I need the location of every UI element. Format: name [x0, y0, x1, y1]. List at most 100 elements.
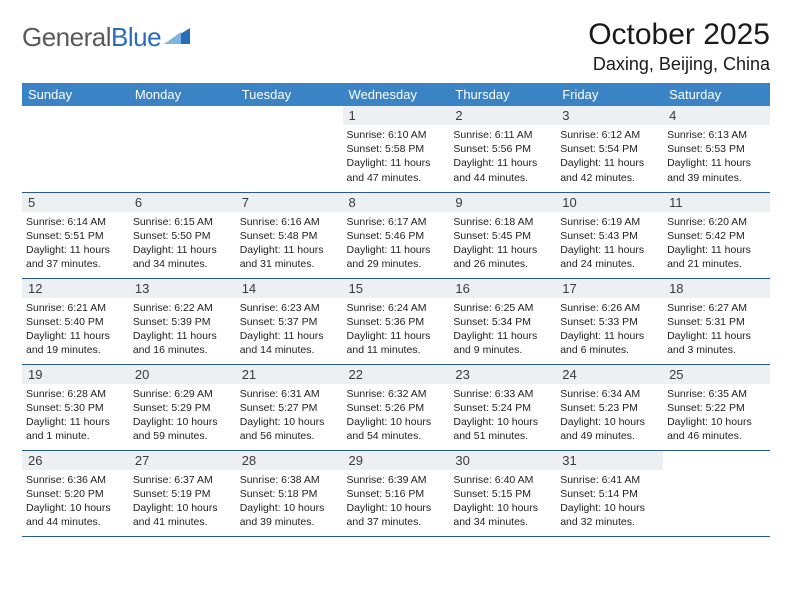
day-number: 11 — [663, 193, 770, 212]
day-number: 27 — [129, 451, 236, 470]
sunrise-line: Sunrise: 6:25 AM — [453, 301, 552, 315]
sunrise-line: Sunrise: 6:38 AM — [240, 473, 339, 487]
daylight-line: Daylight: 10 hours and 51 minutes. — [453, 415, 552, 443]
week-row: 12Sunrise: 6:21 AMSunset: 5:40 PMDayligh… — [22, 278, 770, 364]
weekday-header: Wednesday — [343, 83, 450, 106]
daylight-line: Daylight: 11 hours and 31 minutes. — [240, 243, 339, 271]
sunrise-line: Sunrise: 6:17 AM — [347, 215, 446, 229]
daylight-line: Daylight: 10 hours and 54 minutes. — [347, 415, 446, 443]
daylight-line: Daylight: 10 hours and 56 minutes. — [240, 415, 339, 443]
daylight-line: Daylight: 11 hours and 44 minutes. — [453, 156, 552, 184]
day-number: 9 — [449, 193, 556, 212]
sunset-line: Sunset: 5:15 PM — [453, 487, 552, 501]
daylight-line: Daylight: 11 hours and 6 minutes. — [560, 329, 659, 357]
day-number: 3 — [556, 106, 663, 125]
sunset-line: Sunset: 5:50 PM — [133, 229, 232, 243]
sunrise-line: Sunrise: 6:39 AM — [347, 473, 446, 487]
day-number: 28 — [236, 451, 343, 470]
sunrise-line: Sunrise: 6:19 AM — [560, 215, 659, 229]
brand-triangle-icon — [164, 26, 190, 49]
day-cell: 1Sunrise: 6:10 AMSunset: 5:58 PMDaylight… — [343, 106, 450, 192]
day-cell: 16Sunrise: 6:25 AMSunset: 5:34 PMDayligh… — [449, 278, 556, 364]
title-block: October 2025 Daxing, Beijing, China — [588, 18, 770, 75]
sunset-line: Sunset: 5:46 PM — [347, 229, 446, 243]
day-cell — [663, 450, 770, 536]
sun-data: Sunrise: 6:22 AMSunset: 5:39 PMDaylight:… — [133, 301, 232, 358]
day-number: 2 — [449, 106, 556, 125]
sunrise-line: Sunrise: 6:35 AM — [667, 387, 766, 401]
day-number: 31 — [556, 451, 663, 470]
day-number: 19 — [22, 365, 129, 384]
day-number: 16 — [449, 279, 556, 298]
daylight-line: Daylight: 10 hours and 34 minutes. — [453, 501, 552, 529]
sunrise-line: Sunrise: 6:40 AM — [453, 473, 552, 487]
day-cell: 11Sunrise: 6:20 AMSunset: 5:42 PMDayligh… — [663, 192, 770, 278]
weekday-header-row: Sunday Monday Tuesday Wednesday Thursday… — [22, 83, 770, 106]
day-number: 7 — [236, 193, 343, 212]
brand-name-gray: General — [22, 22, 111, 52]
brand-name-blue: Blue — [111, 22, 161, 52]
location-label: Daxing, Beijing, China — [588, 54, 770, 75]
daylight-line: Daylight: 11 hours and 16 minutes. — [133, 329, 232, 357]
sunset-line: Sunset: 5:36 PM — [347, 315, 446, 329]
sun-data: Sunrise: 6:11 AMSunset: 5:56 PMDaylight:… — [453, 128, 552, 185]
day-number: 22 — [343, 365, 450, 384]
sun-data: Sunrise: 6:41 AMSunset: 5:14 PMDaylight:… — [560, 473, 659, 530]
sunset-line: Sunset: 5:48 PM — [240, 229, 339, 243]
weekday-header: Thursday — [449, 83, 556, 106]
daylight-line: Daylight: 10 hours and 44 minutes. — [26, 501, 125, 529]
sunrise-line: Sunrise: 6:36 AM — [26, 473, 125, 487]
day-cell: 18Sunrise: 6:27 AMSunset: 5:31 PMDayligh… — [663, 278, 770, 364]
sun-data: Sunrise: 6:17 AMSunset: 5:46 PMDaylight:… — [347, 215, 446, 272]
sun-data: Sunrise: 6:39 AMSunset: 5:16 PMDaylight:… — [347, 473, 446, 530]
sunrise-line: Sunrise: 6:22 AM — [133, 301, 232, 315]
day-number: 24 — [556, 365, 663, 384]
day-cell — [236, 106, 343, 192]
daylight-line: Daylight: 11 hours and 14 minutes. — [240, 329, 339, 357]
month-title: October 2025 — [588, 18, 770, 52]
sun-data: Sunrise: 6:15 AMSunset: 5:50 PMDaylight:… — [133, 215, 232, 272]
day-number — [663, 451, 770, 470]
sunrise-line: Sunrise: 6:34 AM — [560, 387, 659, 401]
day-number: 17 — [556, 279, 663, 298]
day-cell: 24 Sunrise: 6:34 AMSunset: 5:23 PMDayligh… — [556, 364, 663, 450]
sun-data: Sunrise: 6:29 AMSunset: 5:29 PMDaylight:… — [133, 387, 232, 444]
day-number: 20 — [129, 365, 236, 384]
day-number: 26 — [22, 451, 129, 470]
day-number — [236, 106, 343, 125]
day-cell: 10Sunrise: 6:19 AMSunset: 5:43 PMDayligh… — [556, 192, 663, 278]
sun-data: Sunrise: 6:38 AMSunset: 5:18 PMDaylight:… — [240, 473, 339, 530]
sunset-line: Sunset: 5:22 PM — [667, 401, 766, 415]
sunset-line: Sunset: 5:56 PM — [453, 142, 552, 156]
sun-data: Sunrise: 6:16 AMSunset: 5:48 PMDaylight:… — [240, 215, 339, 272]
day-cell: 25Sunrise: 6:35 AMSunset: 5:22 PMDayligh… — [663, 364, 770, 450]
daylight-line: Daylight: 11 hours and 21 minutes. — [667, 243, 766, 271]
day-cell: 21Sunrise: 6:31 AMSunset: 5:27 PMDayligh… — [236, 364, 343, 450]
daylight-line: Daylight: 10 hours and 49 minutes. — [560, 415, 659, 443]
day-cell: 14Sunrise: 6:23 AMSunset: 5:37 PMDayligh… — [236, 278, 343, 364]
sunset-line: Sunset: 5:54 PM — [560, 142, 659, 156]
sun-data: Sunrise: 6:34 AMSunset: 5:23 PMDaylight:… — [560, 387, 659, 444]
daylight-line: Daylight: 11 hours and 24 minutes. — [560, 243, 659, 271]
week-row: 1Sunrise: 6:10 AMSunset: 5:58 PMDaylight… — [22, 106, 770, 192]
day-cell: 19Sunrise: 6:28 AMSunset: 5:30 PMDayligh… — [22, 364, 129, 450]
day-number — [22, 106, 129, 125]
daylight-line: Daylight: 11 hours and 39 minutes. — [667, 156, 766, 184]
weekday-header: Saturday — [663, 83, 770, 106]
day-cell: 4Sunrise: 6:13 AMSunset: 5:53 PMDaylight… — [663, 106, 770, 192]
sunset-line: Sunset: 5:23 PM — [560, 401, 659, 415]
day-cell: 23Sunrise: 6:33 AMSunset: 5:24 PMDayligh… — [449, 364, 556, 450]
sunrise-line: Sunrise: 6:14 AM — [26, 215, 125, 229]
calendar-table: Sunday Monday Tuesday Wednesday Thursday… — [22, 83, 770, 537]
day-number: 8 — [343, 193, 450, 212]
weekday-header: Sunday — [22, 83, 129, 106]
sun-data: Sunrise: 6:26 AMSunset: 5:33 PMDaylight:… — [560, 301, 659, 358]
day-cell: 29Sunrise: 6:39 AMSunset: 5:16 PMDayligh… — [343, 450, 450, 536]
sunrise-line: Sunrise: 6:12 AM — [560, 128, 659, 142]
day-cell: 2 Sunrise: 6:11 AMSunset: 5:56 PMDaylight… — [449, 106, 556, 192]
day-cell: 27Sunrise: 6:37 AMSunset: 5:19 PMDayligh… — [129, 450, 236, 536]
day-number — [129, 106, 236, 125]
sunrise-line: Sunrise: 6:20 AM — [667, 215, 766, 229]
sunset-line: Sunset: 5:37 PM — [240, 315, 339, 329]
day-cell: 6Sunrise: 6:15 AMSunset: 5:50 PMDaylight… — [129, 192, 236, 278]
